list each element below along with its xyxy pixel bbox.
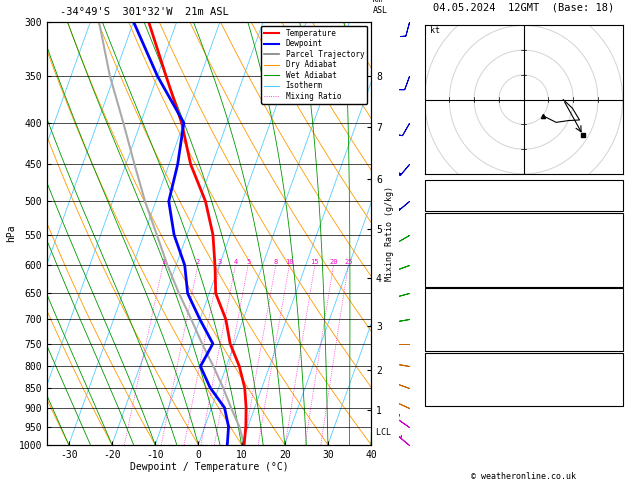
Text: Most Unstable: Most Unstable: [489, 290, 559, 299]
Text: 0: 0: [614, 266, 620, 276]
Text: Temp (°C): Temp (°C): [428, 224, 476, 233]
Text: θₑ(K): θₑ(K): [428, 245, 455, 254]
Text: 0: 0: [614, 342, 620, 350]
Y-axis label: Mixing Ratio (g/kg): Mixing Ratio (g/kg): [384, 186, 394, 281]
Text: CIN (J): CIN (J): [428, 277, 465, 286]
Text: 3: 3: [218, 260, 221, 265]
Text: 34: 34: [609, 191, 620, 200]
Text: 0: 0: [614, 330, 620, 340]
Text: 14: 14: [609, 396, 620, 405]
Text: 20: 20: [329, 260, 338, 265]
Text: 8: 8: [274, 260, 278, 265]
Text: km
ASL: km ASL: [372, 0, 387, 15]
Text: CAPE (J): CAPE (J): [428, 266, 470, 276]
Text: 10: 10: [609, 256, 620, 265]
Text: CAPE (J): CAPE (J): [428, 330, 470, 340]
Text: 10.6: 10.6: [598, 224, 620, 233]
Text: 2: 2: [196, 260, 200, 265]
Text: 25: 25: [344, 260, 353, 265]
Text: 309: 309: [603, 309, 620, 318]
Text: 750: 750: [603, 298, 620, 307]
Legend: Temperature, Dewpoint, Parcel Trajectory, Dry Adiabat, Wet Adiabat, Isotherm, Mi: Temperature, Dewpoint, Parcel Trajectory…: [261, 26, 367, 104]
Text: Lifted Index: Lifted Index: [428, 320, 493, 329]
Text: 4: 4: [614, 320, 620, 329]
X-axis label: Dewpoint / Temperature (°C): Dewpoint / Temperature (°C): [130, 462, 289, 472]
Text: EH: EH: [428, 363, 438, 372]
Text: -90: -90: [603, 363, 620, 372]
Text: CIN (J): CIN (J): [428, 342, 465, 350]
Text: 0: 0: [614, 277, 620, 286]
Text: © weatheronline.co.uk: © weatheronline.co.uk: [471, 472, 576, 481]
Text: 11: 11: [609, 182, 620, 191]
Text: K: K: [428, 182, 433, 191]
Text: Dewp (°C): Dewp (°C): [428, 234, 476, 243]
Text: Lifted Index: Lifted Index: [428, 256, 493, 265]
Y-axis label: hPa: hPa: [6, 225, 16, 242]
Text: 1.53: 1.53: [598, 200, 620, 209]
Text: Surface: Surface: [505, 214, 542, 224]
Text: kt: kt: [430, 26, 440, 35]
Text: 04.05.2024  12GMT  (Base: 18): 04.05.2024 12GMT (Base: 18): [433, 2, 615, 12]
Text: 15: 15: [311, 260, 319, 265]
Text: StmSpd (kt): StmSpd (kt): [428, 396, 487, 405]
Text: LCL: LCL: [371, 428, 391, 437]
Text: -34°49'S  301°32'W  21m ASL: -34°49'S 301°32'W 21m ASL: [60, 7, 228, 17]
Text: 299: 299: [603, 245, 620, 254]
Text: θₑ (K): θₑ (K): [428, 309, 460, 318]
Text: PW (cm): PW (cm): [428, 200, 465, 209]
Text: 5: 5: [246, 260, 250, 265]
Text: Pressure (mb): Pressure (mb): [428, 298, 498, 307]
Text: 4: 4: [233, 260, 238, 265]
Text: Totals Totals: Totals Totals: [428, 191, 498, 200]
Text: SREH: SREH: [428, 374, 449, 383]
Text: StmDir: StmDir: [428, 385, 460, 394]
Text: Hodograph: Hodograph: [499, 354, 548, 364]
Text: -38: -38: [603, 374, 620, 383]
Text: 301°: 301°: [598, 385, 620, 394]
Text: 6.7: 6.7: [603, 234, 620, 243]
Text: 1: 1: [161, 260, 165, 265]
Text: 10: 10: [285, 260, 294, 265]
